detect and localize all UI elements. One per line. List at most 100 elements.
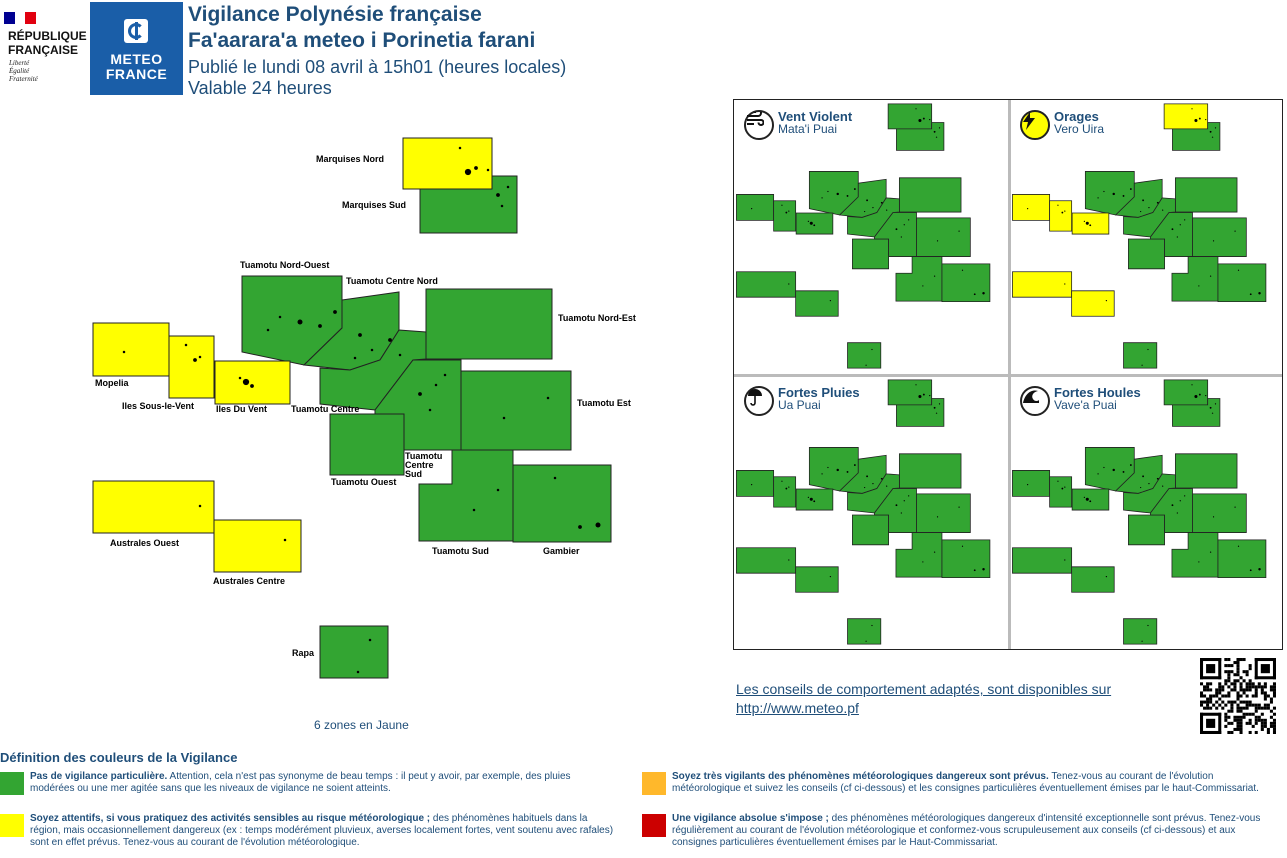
qr-module: [1236, 706, 1240, 710]
zone-tuamotu-ouest[interactable]: [1128, 238, 1166, 270]
zone-mopelia[interactable]: [1012, 470, 1051, 497]
zone-tuamotu-nord-est[interactable]: [425, 288, 553, 360]
zone-tuamotu-sud[interactable]: [895, 256, 943, 302]
qr-module: [1263, 694, 1267, 698]
zone-tuamotu-est[interactable]: [1192, 217, 1247, 257]
qr-module: [1272, 727, 1276, 731]
zone-tuamotu-ouest[interactable]: [852, 238, 890, 270]
zone-iles-sous-le-vent[interactable]: [1049, 200, 1073, 232]
panel-orages[interactable]: Orages Vero Uira: [1010, 100, 1284, 375]
zone-tuamotu-centre-sud[interactable]: [1150, 488, 1193, 533]
zone-tuamotu-centre-sud[interactable]: [874, 488, 917, 533]
zone-tuamotu-centre[interactable]: [1123, 473, 1176, 514]
zone-marquises-sud[interactable]: [896, 122, 945, 151]
zone-australes-centre[interactable]: [795, 290, 839, 317]
zone-rapa[interactable]: [1123, 342, 1158, 369]
zone-tuamotu-est[interactable]: [460, 370, 572, 451]
advice-text: Les conseils de comportement adaptés, so…: [736, 681, 1112, 697]
zone-tuamotu-nord-est[interactable]: [898, 453, 962, 489]
zone-gambier[interactable]: [941, 539, 991, 578]
qr-module: [1236, 670, 1240, 674]
zone-tuamotu-sud[interactable]: [1171, 532, 1219, 578]
island-dot: [785, 487, 788, 490]
zone-iles-sous-le-vent[interactable]: [773, 200, 797, 232]
zone-tuamotu-ouest[interactable]: [852, 514, 890, 546]
zone-label-marquises-sud: Marquises Sud: [342, 200, 406, 210]
zone-australes-centre[interactable]: [213, 519, 302, 573]
island-dot: [871, 348, 873, 351]
zone-marquises-nord[interactable]: [1163, 103, 1209, 130]
qr-code-icon[interactable]: [1200, 658, 1276, 734]
zone-australes-centre[interactable]: [1071, 290, 1115, 317]
zone-australes-ouest[interactable]: [736, 271, 797, 298]
zone-marquises-nord[interactable]: [402, 137, 493, 190]
panel-fortes-pluies[interactable]: Fortes Pluies Ua Puai: [734, 376, 1008, 651]
zone-rapa[interactable]: [847, 618, 882, 645]
zone-australes-ouest[interactable]: [92, 480, 215, 534]
zone-iles-sous-le-vent[interactable]: [168, 335, 215, 399]
qr-module: [1221, 694, 1225, 698]
zone-marquises-sud[interactable]: [896, 398, 945, 427]
zone-marquises-nord[interactable]: [1163, 379, 1209, 406]
panel-vent-violent[interactable]: Vent Violent Mata'i Puai: [734, 100, 1008, 375]
zone-gambier[interactable]: [512, 464, 612, 543]
island-dot: [1064, 486, 1066, 488]
zone-tuamotu-ouest[interactable]: [1128, 514, 1166, 546]
zone-rapa[interactable]: [319, 625, 389, 679]
qr-module: [1236, 673, 1240, 677]
zone-tuamotu-sud[interactable]: [895, 532, 943, 578]
zone-rapa[interactable]: [1123, 618, 1158, 645]
zone-australes-centre[interactable]: [795, 566, 839, 593]
zone-tuamotu-centre-sud[interactable]: [874, 212, 917, 257]
zone-tuamotu-nord-est[interactable]: [1174, 453, 1238, 489]
zone-mopelia[interactable]: [1012, 194, 1051, 221]
panel-fortes-houles[interactable]: Fortes Houles Vave'a Puai: [1010, 376, 1284, 651]
zone-mopelia[interactable]: [736, 194, 775, 221]
qr-module: [1239, 727, 1243, 731]
zone-marquises-nord[interactable]: [887, 103, 933, 130]
zone-iles-du-vent[interactable]: [795, 212, 834, 235]
qr-module: [1272, 691, 1276, 695]
zone-tuamotu-est[interactable]: [1192, 493, 1247, 533]
zone-tuamotu-sud[interactable]: [418, 449, 514, 542]
zone-gambier[interactable]: [1217, 539, 1267, 578]
zone-tuamotu-nord-est[interactable]: [898, 177, 962, 213]
zone-iles-du-vent[interactable]: [1071, 488, 1110, 511]
zone-marquises-sud[interactable]: [1172, 122, 1221, 151]
zone-iles-sous-le-vent[interactable]: [1049, 476, 1073, 508]
zone-gambier[interactable]: [941, 263, 991, 302]
legend-orange-bold: Soyez très vigilants des phénomènes mété…: [672, 771, 1049, 782]
zone-tuamotu-centre[interactable]: [847, 473, 900, 514]
zone-marquises-sud[interactable]: [1172, 398, 1221, 427]
zone-tuamotu-nord-est[interactable]: [1174, 177, 1238, 213]
zone-gambier[interactable]: [1217, 263, 1267, 302]
zone-marquises-sud[interactable]: [419, 175, 518, 234]
advice-link[interactable]: Les conseils de comportement adaptés, so…: [736, 680, 1186, 718]
zone-marquises-nord[interactable]: [887, 379, 933, 406]
zone-iles-sous-le-vent[interactable]: [773, 476, 797, 508]
zone-rapa[interactable]: [847, 342, 882, 369]
qr-module: [1215, 706, 1219, 710]
zone-iles-du-vent[interactable]: [214, 360, 291, 405]
zone-iles-du-vent[interactable]: [795, 488, 834, 511]
zone-tuamotu-centre-sud[interactable]: [1150, 212, 1193, 257]
zone-mopelia[interactable]: [92, 322, 170, 377]
zone-tuamotu-sud[interactable]: [1171, 256, 1219, 302]
zone-tuamotu-centre[interactable]: [319, 329, 427, 411]
zone-iles-du-vent[interactable]: [1071, 212, 1110, 235]
zone-tuamotu-est[interactable]: [916, 493, 971, 533]
zone-tuamotu-est[interactable]: [916, 217, 971, 257]
zone-tuamotu-centre-sud[interactable]: [374, 359, 462, 451]
qr-module: [1272, 712, 1276, 716]
zone-australes-ouest[interactable]: [736, 547, 797, 574]
island-dot: [1171, 504, 1174, 507]
zone-tuamotu-centre[interactable]: [847, 197, 900, 238]
zone-tuamotu-centre[interactable]: [1123, 197, 1176, 238]
zone-tuamotu-ouest[interactable]: [329, 413, 405, 476]
zone-mopelia[interactable]: [736, 470, 775, 497]
zone-australes-ouest[interactable]: [1012, 547, 1073, 574]
qr-module: [1254, 658, 1258, 680]
zone-australes-ouest[interactable]: [1012, 271, 1073, 298]
zone-australes-centre[interactable]: [1071, 566, 1115, 593]
advice-url[interactable]: http://www.meteo.pf: [736, 700, 859, 716]
